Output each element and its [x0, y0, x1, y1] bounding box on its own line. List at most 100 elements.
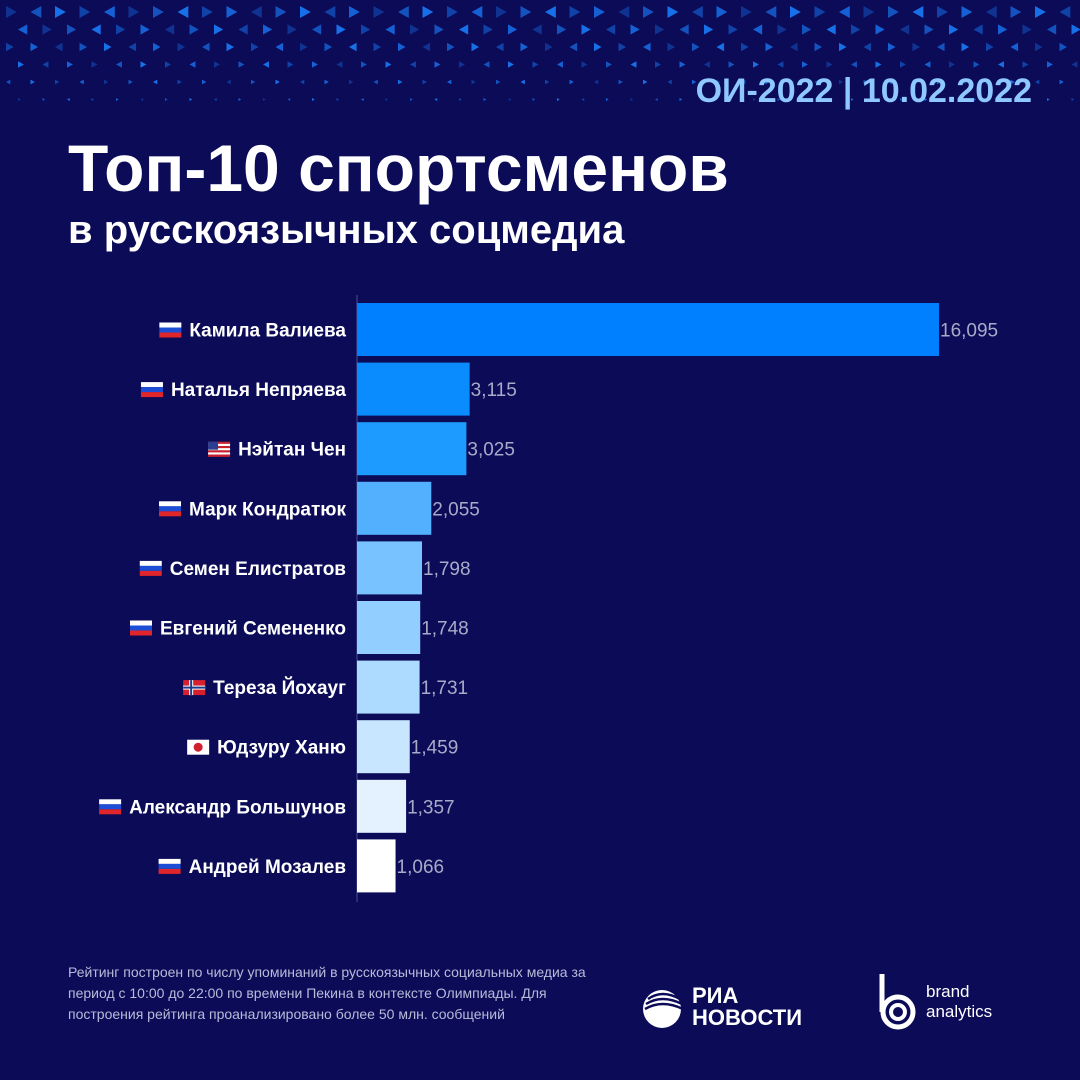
bar: [357, 839, 396, 893]
pattern-triangle: [336, 24, 346, 35]
pattern-triangle: [202, 42, 210, 52]
pattern-triangle: [140, 98, 144, 101]
pattern-triangle: [287, 98, 291, 101]
pattern-triangle: [716, 79, 721, 85]
pattern-triangle: [704, 61, 710, 68]
pattern-triangle: [520, 79, 525, 85]
pattern-triangle: [912, 6, 924, 18]
pattern-triangle: [447, 42, 455, 52]
pattern-triangle: [581, 24, 591, 35]
pattern-triangle: [532, 24, 542, 35]
pattern-triangle: [398, 79, 403, 85]
ria-globe-icon: [643, 990, 684, 1028]
pattern-triangle: [888, 79, 893, 85]
pattern-triangle: [667, 6, 679, 18]
pattern-triangle: [398, 6, 409, 18]
pattern-triangle: [594, 42, 602, 52]
value-label: 1,357: [407, 797, 455, 818]
pattern-triangle: [361, 24, 371, 35]
bar: [357, 481, 432, 535]
pattern-triangle: [153, 42, 161, 52]
pattern-triangle: [692, 6, 703, 18]
pattern-triangle: [728, 98, 732, 101]
pattern-triangle: [888, 6, 899, 18]
pattern-triangle: [1035, 42, 1043, 52]
pattern-triangle: [875, 98, 879, 101]
pattern-triangle: [630, 61, 637, 68]
pattern-triangle: [226, 79, 231, 85]
pattern-triangle: [165, 98, 168, 101]
pattern-triangle: [202, 79, 207, 85]
pattern-triangle: [545, 79, 550, 85]
pattern-triangle: [790, 42, 798, 52]
pattern-triangle: [91, 98, 95, 101]
pattern-triangle: [312, 24, 322, 35]
pattern-triangle: [618, 79, 623, 85]
pattern-triangle: [716, 42, 725, 52]
pattern-triangle: [324, 6, 336, 18]
pattern-triangle: [55, 79, 60, 85]
pattern-triangle: [630, 24, 640, 35]
flag-us-icon: [208, 441, 231, 457]
pattern-triangle: [55, 6, 66, 18]
value-label: 2,055: [432, 499, 480, 520]
pattern-triangle: [1010, 79, 1015, 85]
pattern-triangle: [973, 24, 983, 35]
pattern-triangle: [251, 6, 262, 18]
pattern-triangle: [104, 42, 112, 52]
pattern-triangle: [263, 61, 269, 68]
pattern-triangle: [42, 61, 49, 68]
pattern-triangle: [91, 61, 98, 68]
pattern-triangle: [594, 6, 605, 18]
pattern-triangle: [777, 98, 781, 101]
pattern-triangle: [679, 61, 686, 68]
pattern-triangle: [385, 98, 389, 101]
pattern-triangle: [300, 79, 305, 85]
pattern-triangle: [496, 42, 504, 52]
pattern-triangle: [140, 24, 150, 35]
pattern-triangle: [238, 24, 248, 35]
triangle-pattern: [6, 6, 1080, 101]
pattern-triangle: [226, 6, 238, 18]
pattern-triangle: [410, 98, 413, 101]
bar-chart: 16,095 Камила Валиева 3,115 Наталья Непряев…: [99, 295, 998, 902]
pattern-triangle: [912, 42, 921, 52]
pattern-triangle: [961, 42, 970, 52]
pattern-triangle: [937, 6, 948, 18]
pattern-triangle: [753, 61, 759, 68]
bar: [357, 422, 467, 476]
pattern-triangle: [643, 42, 651, 52]
pattern-triangle: [471, 42, 480, 52]
pattern-triangle: [67, 98, 70, 101]
pattern-triangle: [447, 6, 458, 18]
ria-text-1: РИА: [692, 983, 739, 1008]
pattern-triangle: [1071, 98, 1075, 101]
pattern-triangle: [410, 24, 420, 35]
pattern-triangle: [459, 24, 469, 35]
pattern-triangle: [753, 24, 763, 35]
pattern-triangle: [986, 42, 994, 52]
pattern-triangle: [324, 42, 333, 52]
pattern-triangle: [91, 24, 101, 35]
pattern-triangle: [508, 61, 514, 68]
flag-ru-icon: [159, 322, 182, 338]
pattern-triangle: [434, 61, 441, 68]
pattern-triangle: [1071, 61, 1078, 68]
pattern-triangle: [263, 98, 266, 101]
pattern-triangle: [434, 24, 444, 35]
pattern-triangle: [655, 24, 665, 35]
pattern-triangle: [826, 24, 836, 35]
bar: [357, 541, 423, 595]
pattern-triangle: [692, 42, 700, 52]
pattern-triangle: [483, 24, 493, 35]
pattern-triangle: [814, 79, 819, 85]
pattern-triangle: [532, 61, 539, 68]
pattern-triangle: [300, 6, 311, 18]
value-label: 1,459: [411, 738, 459, 759]
value-label: 1,066: [397, 857, 445, 878]
value-label: 16,095: [940, 321, 998, 342]
pattern-triangle: [937, 42, 945, 52]
ria-logo: РИА НОВОСТИ: [640, 985, 802, 1029]
bar: [357, 601, 421, 654]
category-label: Семен Елистратов: [170, 559, 346, 580]
